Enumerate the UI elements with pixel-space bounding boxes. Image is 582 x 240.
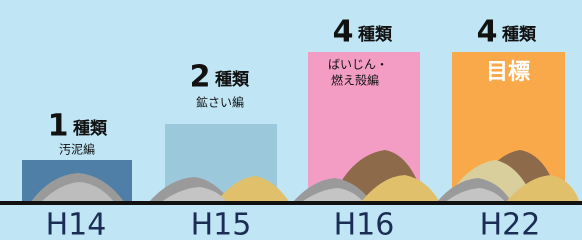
count: 4	[477, 15, 498, 50]
sublabel: 鉱さい編	[196, 95, 244, 110]
sublabel: 目標	[486, 60, 530, 85]
count: 1	[48, 109, 69, 144]
year: H15	[191, 208, 252, 240]
sublabel: 燃え殻編	[331, 73, 379, 88]
year: H14	[46, 208, 107, 240]
ground-line	[0, 201, 582, 205]
year: H16	[334, 208, 395, 240]
unit: 種類	[215, 69, 250, 90]
unit: 種類	[73, 118, 108, 139]
count: 4	[333, 15, 354, 50]
infographic: 1 種類 汚泥編 H14 2 種類 鉱さい編 H15 4 種類 ばいじん・ 燃え…	[0, 0, 582, 240]
year: H22	[480, 208, 541, 240]
unit: 種類	[502, 24, 537, 45]
unit: 種類	[358, 24, 393, 45]
sublabel: 汚泥編	[59, 142, 95, 157]
sublabel: ばいじん・	[328, 58, 388, 72]
count: 2	[190, 60, 211, 95]
